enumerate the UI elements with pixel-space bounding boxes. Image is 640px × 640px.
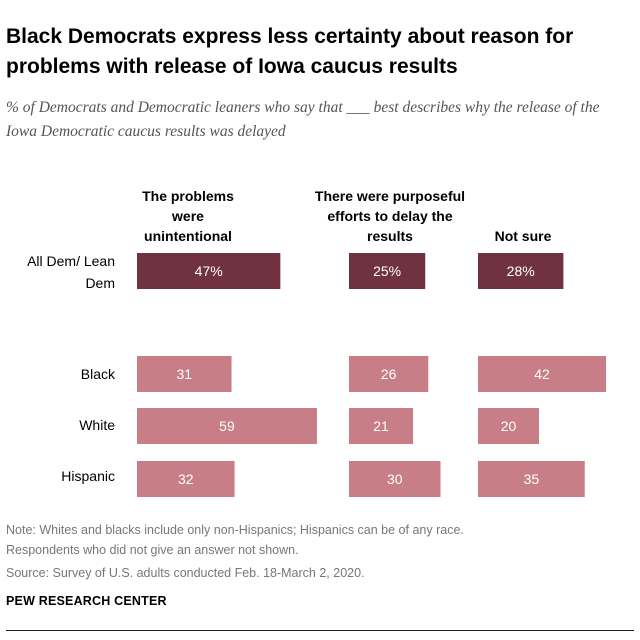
bar-black-unintentional xyxy=(137,356,232,392)
row-label-white: White xyxy=(79,417,115,433)
column-header-unintentional: The problems were unintentional xyxy=(142,188,234,244)
pew-logo-text: PEW RESEARCH CENTER xyxy=(6,594,167,608)
data-label-hispanic-unintentional: 32 xyxy=(178,471,194,487)
chart-subtitle: % of Democrats and Democratic leaners wh… xyxy=(6,99,600,140)
bar-all-dem-unintentional xyxy=(137,253,281,289)
note-line-1: Note: Whites and blacks include only non… xyxy=(6,523,464,537)
data-label-hispanic-purposeful: 30 xyxy=(387,471,403,487)
note-line-2: Respondents who did not give an answer n… xyxy=(6,543,299,557)
row-label-all-dem: All Dem/ Lean Dem xyxy=(27,253,115,291)
row-label-hispanic: Hispanic xyxy=(61,468,115,484)
data-label-white-purposeful: 21 xyxy=(373,418,389,434)
row-label-black: Black xyxy=(80,366,115,382)
bar-hispanic-purposeful xyxy=(349,461,441,497)
data-label-black-not-sure: 42 xyxy=(534,366,550,382)
data-label-all-dem-not-sure: 28% xyxy=(507,263,535,279)
bar-black-not-sure xyxy=(478,356,607,392)
data-label-all-dem-unintentional: 47% xyxy=(195,263,223,279)
bar-white-unintentional xyxy=(137,408,317,444)
source-line: Source: Survey of U.S. adults conducted … xyxy=(6,566,365,580)
bottom-divider xyxy=(6,630,634,631)
bar-hispanic-unintentional xyxy=(137,461,235,497)
data-label-black-unintentional: 31 xyxy=(176,366,192,382)
bar-hispanic-not-sure xyxy=(478,461,585,497)
bar-all-dem-purposeful xyxy=(349,253,426,289)
column-header-not-sure: Not sure xyxy=(494,228,552,244)
data-label-hispanic-not-sure: 35 xyxy=(524,471,540,487)
data-label-white-not-sure: 20 xyxy=(501,418,517,434)
bar-all-dem-not-sure xyxy=(478,253,564,289)
data-label-white-unintentional: 59 xyxy=(219,418,235,434)
bar-white-purposeful xyxy=(349,408,414,444)
data-label-all-dem-purposeful: 25% xyxy=(373,263,401,279)
bar-black-purposeful xyxy=(349,356,429,392)
column-header-purposeful: There were purposeful efforts to delay t… xyxy=(314,188,466,244)
bar-white-not-sure xyxy=(478,408,539,444)
data-label-black-purposeful: 26 xyxy=(381,366,397,382)
chart-title: Black Democrats express less certainty a… xyxy=(6,25,574,78)
